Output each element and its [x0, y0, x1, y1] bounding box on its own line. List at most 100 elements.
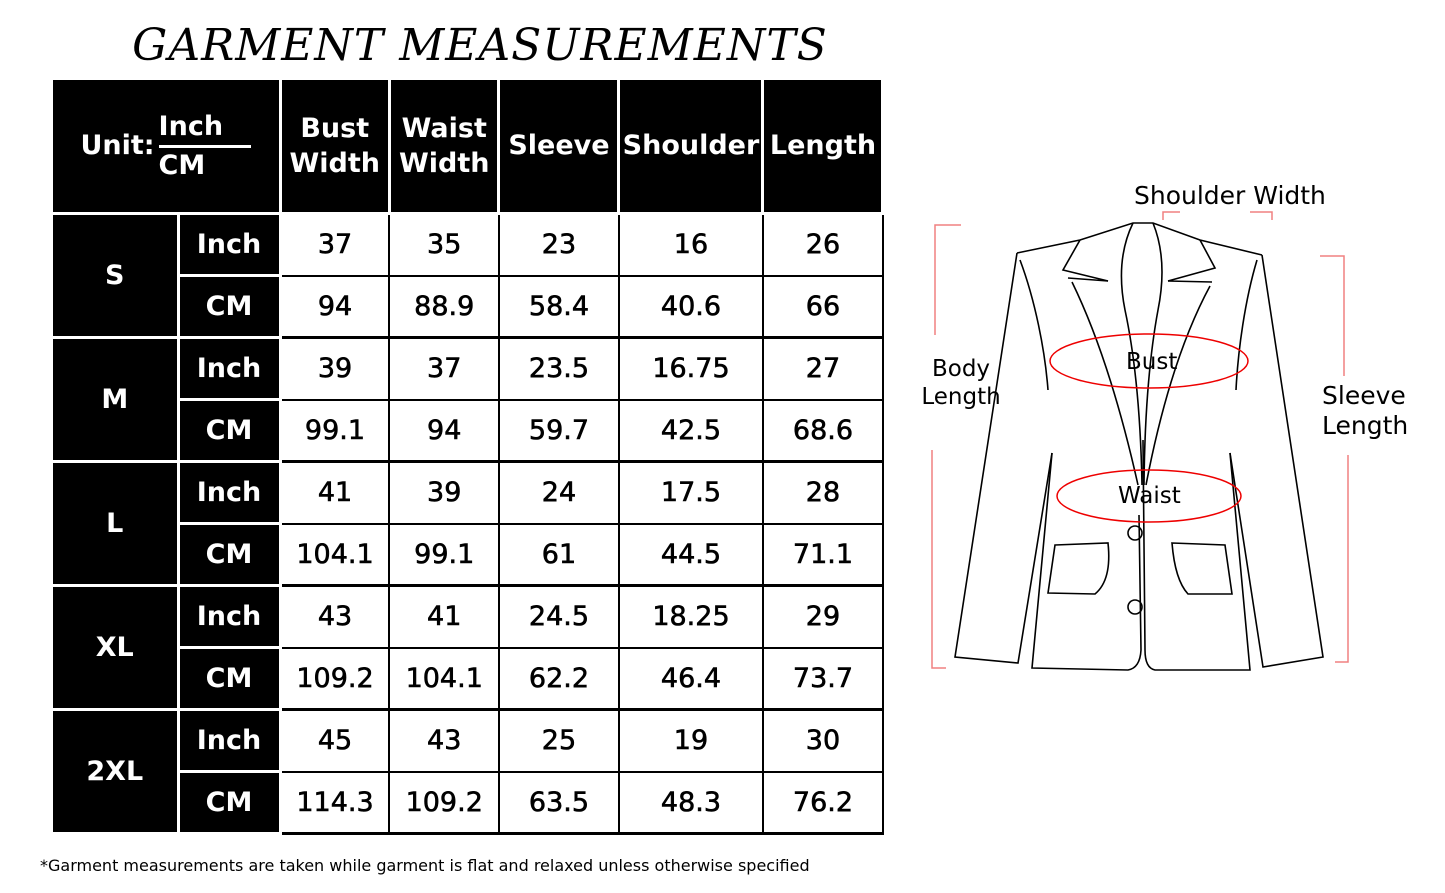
col-header: Shoulder	[618, 80, 765, 215]
value-cell: 104.1	[278, 522, 391, 587]
size-label: XL	[53, 585, 180, 711]
table-row: 2XL Inch 45 43 25 19 30	[53, 708, 884, 835]
value-cell: 39	[278, 336, 391, 401]
value-cell: 66	[761, 274, 884, 339]
value-cell: 76.2	[761, 770, 884, 835]
value-cell: 114.3	[278, 770, 391, 835]
value-cell: 26	[761, 212, 884, 277]
value-cell: 94	[388, 398, 500, 463]
unit-cell: CM	[178, 399, 282, 463]
unit-cell: Inch	[178, 213, 282, 277]
value-cell: 25	[497, 708, 620, 773]
measure-guides	[931, 211, 1349, 669]
table-row: CM 104.1 99.1 61 44.5 71.1	[53, 522, 884, 587]
unit-label: Unit:	[80, 130, 155, 162]
value-cell: 43	[388, 708, 500, 773]
body-length-label: Body Length	[921, 356, 1001, 410]
size-table: Unit: Inch CM Bust Width Waist Width Sleev…	[53, 80, 885, 835]
value-cell: 68.6	[761, 398, 884, 463]
value-cell: 45	[278, 708, 391, 773]
value-cell: 42.5	[617, 398, 764, 463]
unit-cell: Inch	[178, 337, 282, 401]
value-cell: 71.1	[761, 522, 884, 587]
value-cell: 35	[388, 212, 500, 277]
jacket-outline	[954, 222, 1324, 671]
value-cell: 23.5	[497, 336, 620, 401]
value-cell: 109.2	[388, 770, 500, 835]
sleeve-length-guide	[1320, 255, 1349, 663]
shoulder-width-label: Shoulder Width	[1134, 181, 1326, 210]
header-row: Unit: Inch CM Bust Width Waist Width Sleev…	[53, 80, 885, 215]
table-row: CM 114.3 109.2 63.5 48.3 76.2	[53, 770, 884, 835]
value-cell: 61	[497, 522, 620, 587]
value-cell: 29	[761, 584, 884, 649]
unit-cell: Inch	[178, 461, 282, 525]
value-cell: 24.5	[497, 584, 620, 649]
value-cell: 48.3	[617, 770, 764, 835]
table-row: S Inch 37 35 23 16 26	[53, 212, 884, 339]
value-cell: 104.1	[388, 646, 500, 711]
value-cell: 27	[761, 336, 884, 401]
unit-inch: Inch	[158, 109, 252, 148]
waist-label: Waist	[1118, 483, 1181, 509]
value-cell: 39	[388, 460, 500, 525]
value-cell: 37	[278, 212, 391, 277]
value-cell: 43	[278, 584, 391, 649]
table-row: M Inch 39 37 23.5 16.75 27	[53, 336, 884, 463]
page-title: GARMENT MEASUREMENTS	[132, 20, 828, 71]
value-cell: 44.5	[617, 522, 764, 587]
value-cell: 99.1	[278, 398, 391, 463]
value-cell: 99.1	[388, 522, 500, 587]
col-header: Sleeve	[498, 80, 621, 215]
table-row: XL Inch 43 41 24.5 18.25 29	[53, 584, 884, 711]
size-label: S	[53, 213, 180, 339]
value-cell: 30	[761, 708, 884, 773]
value-cell: 63.5	[497, 770, 620, 835]
value-cell: 46.4	[617, 646, 764, 711]
unit-cell: Inch	[178, 585, 282, 649]
col-header: Waist Width	[389, 80, 501, 215]
value-cell: 16.75	[617, 336, 764, 401]
table-row: CM 109.2 104.1 62.2 46.4 73.7	[53, 646, 884, 711]
value-cell: 73.7	[761, 646, 884, 711]
unit-cell: CM	[178, 523, 282, 587]
value-cell: 24	[497, 460, 620, 525]
waist-guide	[1056, 469, 1242, 523]
value-cell: 40.6	[617, 274, 764, 339]
value-cell: 19	[617, 708, 764, 773]
body-length-guide	[931, 224, 961, 669]
size-label: L	[53, 461, 180, 587]
value-cell: 37	[388, 336, 500, 401]
bust-label: Bust	[1126, 349, 1178, 375]
sleeve-length-label: Sleeve Length	[1322, 381, 1409, 440]
value-cell: 58.4	[497, 274, 620, 339]
unit-header: Unit: Inch CM	[53, 80, 282, 215]
size-label: M	[53, 337, 180, 463]
shoulder-guide	[1162, 211, 1273, 220]
value-cell: 16	[617, 212, 764, 277]
value-cell: 18.25	[617, 584, 764, 649]
value-cell: 94	[278, 274, 391, 339]
bust-guide	[1049, 333, 1249, 389]
unit-cell: CM	[178, 275, 282, 339]
unit-cell: Inch	[178, 709, 282, 773]
size-label: 2XL	[53, 709, 180, 835]
value-cell: 23	[497, 212, 620, 277]
value-cell: 41	[278, 460, 391, 525]
unit-cell: CM	[178, 771, 282, 835]
value-cell: 28	[761, 460, 884, 525]
col-header: Length	[762, 80, 885, 215]
unit-cm: CM	[158, 149, 206, 181]
value-cell: 109.2	[278, 646, 391, 711]
col-header: Bust Width	[280, 80, 391, 215]
footnote: *Garment measurements are taken while ga…	[40, 856, 810, 875]
table-row: L Inch 41 39 24 17.5 28	[53, 460, 884, 587]
value-cell: 41	[388, 584, 500, 649]
value-cell: 59.7	[497, 398, 620, 463]
value-cell: 88.9	[388, 274, 500, 339]
value-cell: 62.2	[497, 646, 620, 711]
value-cell: 17.5	[617, 460, 764, 525]
unit-cell: CM	[178, 647, 282, 711]
table-row: CM 99.1 94 59.7 42.5 68.6	[53, 398, 884, 463]
